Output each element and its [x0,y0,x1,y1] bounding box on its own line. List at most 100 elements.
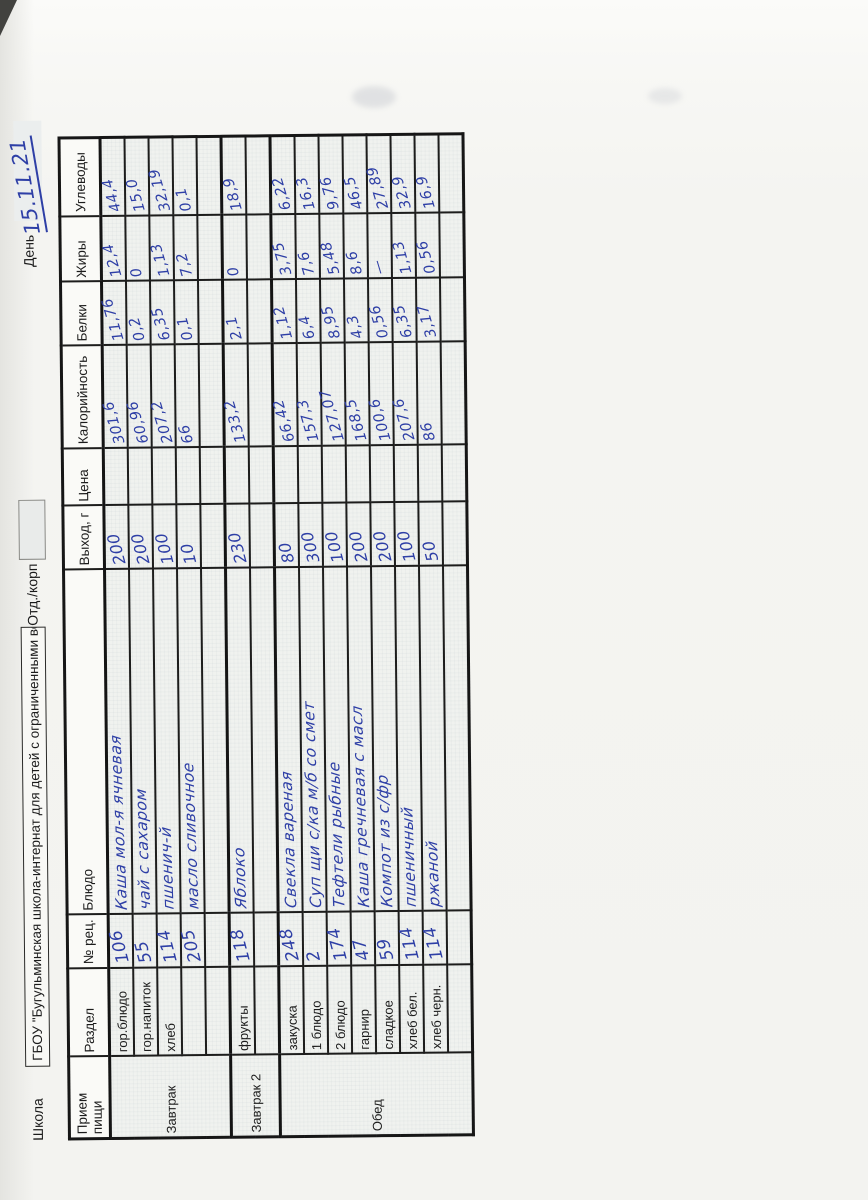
recipe-number-cell: 55 [130,913,158,968]
price-cell [393,444,419,503]
handwritten-value: 1,13 [148,241,174,279]
protein-cell: 0,1 [174,280,199,345]
fat-cell: 8,6 [343,212,368,279]
handwritten-value: 55 [130,938,156,966]
protein-cell: 0,2 [126,281,151,345]
handwritten-value: 8,95 [319,303,345,341]
price-cell [175,446,201,505]
recipe-number-cell: 114 [395,911,424,965]
column-header-calories: Калорийность [61,345,104,449]
handwritten-value: 7,6 [295,249,319,278]
handwritten-value: 66 [176,422,198,446]
handwritten-value: 3,75 [270,240,296,278]
column-header-razdel: Раздел [67,967,110,1057]
handwritten-value: 86 [418,419,440,443]
carbs-cell: 6,22 [269,135,296,214]
handwritten-value: 127,07 [317,386,349,444]
carbs-cell: 32,19 [146,136,174,216]
carbs-cell [438,133,464,213]
recipe-number-cell [446,910,472,965]
price-cell [369,444,395,503]
column-header-price: Цена [62,447,104,506]
fat-cell: 7,6 [295,213,320,280]
price-cell [321,445,347,504]
handwritten-value: 0,56 [414,238,440,277]
handwritten-value: 6,22 [269,174,295,212]
razdel-cell: гарнир [351,965,377,1054]
dish-cell: пшенич-й [153,568,181,914]
column-header-protein: Белки [60,281,103,346]
razdel-cell: сладкое [375,964,401,1054]
handwritten-value: 100 [321,529,348,565]
handwritten-value: пшеничный [398,806,421,909]
protein-cell: 6,35 [391,278,417,343]
handwritten-value: 301,6 [100,398,129,446]
recipe-number-cell: 59 [373,911,400,966]
razdel-cell: 1 блюдо [303,965,329,1055]
output-cell: 50 [418,501,443,566]
handwritten-value: 100 [151,530,178,567]
handwritten-value: чай с сахаром [131,787,155,911]
fat-cell: 0,56 [414,212,440,279]
output-cell: 230 [224,503,251,568]
output-cell: 100 [321,502,348,567]
carbs-cell [245,135,271,215]
handwritten-value: 0,2 [126,314,149,343]
fat-cell: 12,4 [101,215,127,282]
dish-cell: Суп щи с/ка м/б со смет [299,566,327,913]
handwritten-value: 11,76 [99,296,128,343]
protein-cell: 0,56 [367,278,393,343]
recipe-number-cell [204,913,230,967]
menu-table: Прием пищи Раздел № рец. Блюдо Выход, г … [57,132,475,1141]
handwritten-value: пшенич-й [156,826,178,911]
dish-cell [201,567,230,914]
dish-cell: Каша мол-я ячневая [104,568,133,915]
output-cell: 100 [393,502,420,567]
handwritten-value: 32,9 [389,173,415,211]
recipe-number-cell: 114 [153,913,181,968]
protein-cell: 3,17 [415,277,441,342]
handwritten-value: — [369,257,389,277]
handwritten-value: 47 [348,935,374,963]
calories-cell: 207,6 [391,341,419,445]
date-box: 15.11.21 [5,120,48,237]
dish-cell [442,565,472,911]
handwritten-value: 16,3 [293,174,319,212]
calories-cell [440,341,467,445]
handwritten-value: 7,2 [173,250,197,279]
handwritten-value: Каша гречневая с масл [348,704,374,909]
calories-cell [198,343,225,447]
handwritten-value: 248 [275,925,304,964]
razdel-cell: фрукты [229,966,256,1056]
handwritten-value: 118 [226,926,255,964]
handwritten-value: 200 [369,528,396,565]
price-cell [127,447,153,506]
menu-sheet: Школа ГБОУ "Бугульминская школа-интернат… [5,114,490,1141]
school-label: Школа [29,1098,46,1141]
handwritten-value: 0 [128,265,147,280]
handwritten-value: 15,0 [123,175,149,214]
recipe-number-cell: 47 [348,911,376,966]
handwritten-value: 114 [395,924,424,963]
dish-cell: Свекла вареная [274,567,303,913]
carbs-cell: 32,9 [389,134,416,213]
razdel-cell: гор.напиток [133,967,159,1057]
output-cell [249,503,275,568]
handwritten-value: 80 [274,540,299,566]
protein-cell [439,277,466,342]
calories-cell: 127,07 [317,342,349,446]
carbs-cell: 27,89 [364,134,392,213]
handwritten-value: 4,3 [344,312,367,341]
recipe-number-cell [253,912,279,967]
fat-cell: 7,2 [173,214,198,281]
handwritten-value: 46,5 [341,173,367,212]
handwritten-value: ржаной [423,840,444,908]
handwritten-value: Тефтели рыбные [325,760,349,909]
handwritten-value: 66,42 [270,397,299,444]
handwritten-value: масло сливочное [179,761,203,911]
handwritten-value: 2 [302,947,325,964]
meal-cell: Завтрак [109,1055,232,1139]
recipe-number-cell: 248 [275,912,304,967]
handwritten-value: Свекла вареная [277,770,301,910]
